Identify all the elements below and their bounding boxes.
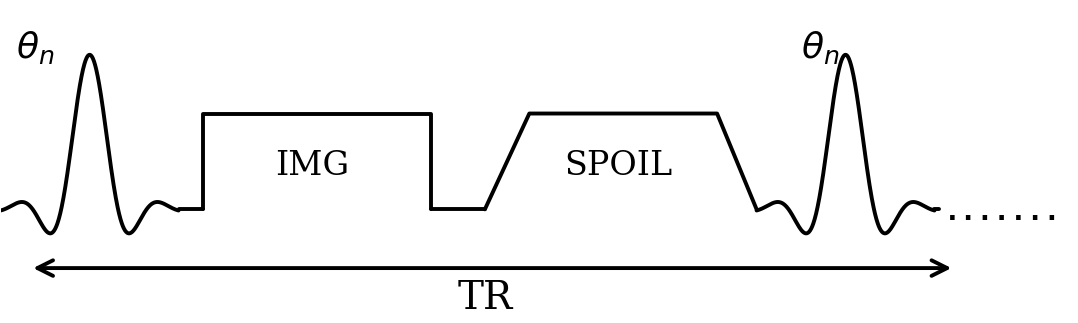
Text: .......: ....... xyxy=(944,198,1062,226)
Text: $\theta_n$: $\theta_n$ xyxy=(15,28,54,66)
Text: IMG: IMG xyxy=(275,150,349,182)
Text: SPOIL: SPOIL xyxy=(564,150,673,182)
Text: TR: TR xyxy=(457,280,512,318)
Text: $\theta_n$: $\theta_n$ xyxy=(801,28,840,66)
